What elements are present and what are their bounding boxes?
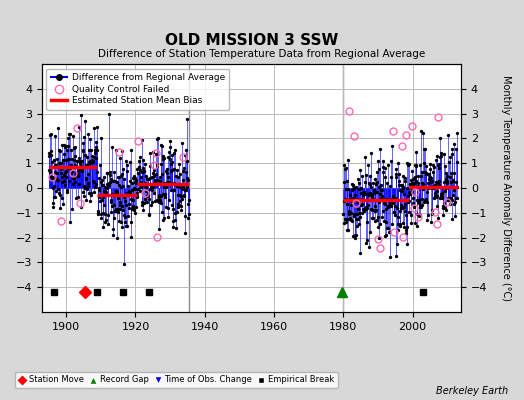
Text: Difference of Station Temperature Data from Regional Average: Difference of Station Temperature Data f… [99, 49, 425, 59]
Y-axis label: Monthly Temperature Anomaly Difference (°C): Monthly Temperature Anomaly Difference (… [501, 75, 511, 301]
Title: OLD MISSION 3 SSW: OLD MISSION 3 SSW [165, 32, 338, 48]
Legend: Station Move, Record Gap, Time of Obs. Change, Empirical Break: Station Move, Record Gap, Time of Obs. C… [15, 372, 337, 388]
Text: Berkeley Earth: Berkeley Earth [436, 386, 508, 396]
Legend: Difference from Regional Average, Quality Control Failed, Estimated Station Mean: Difference from Regional Average, Qualit… [47, 68, 230, 110]
